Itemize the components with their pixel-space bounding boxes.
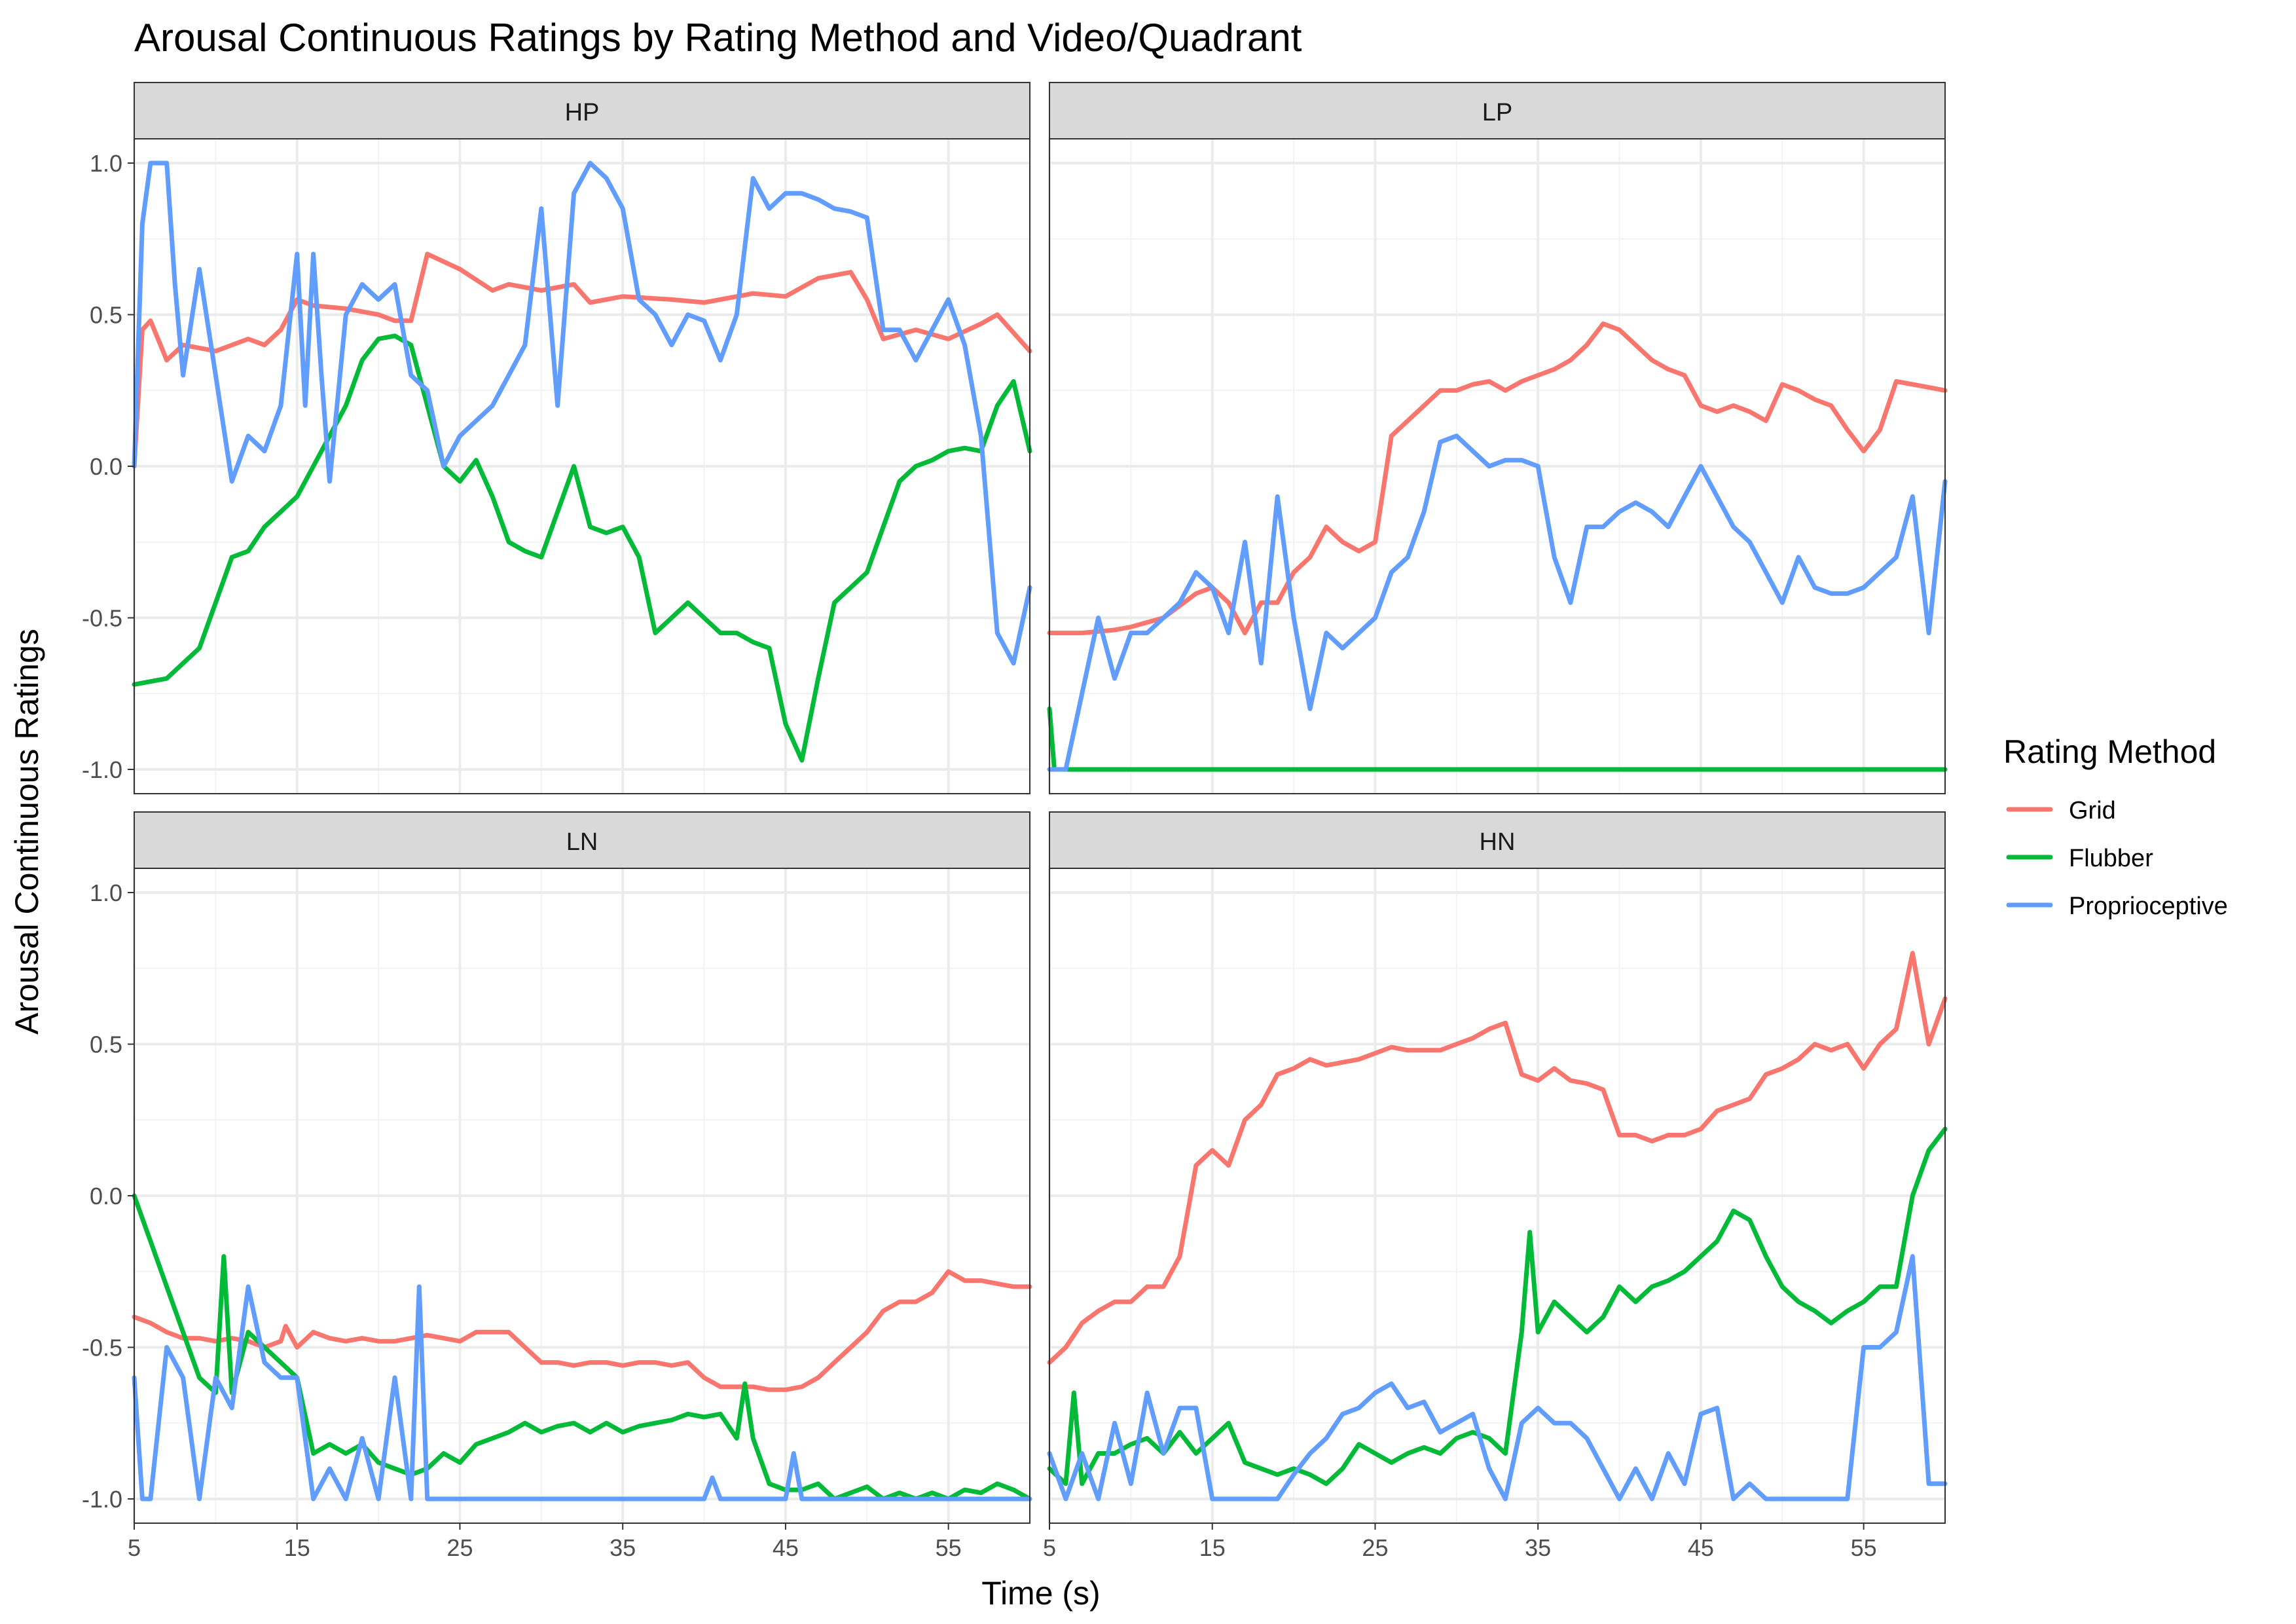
series-line-flubber	[132, 333, 1032, 763]
series-line-grid	[132, 251, 1032, 469]
x-tick-label: 15	[1199, 1534, 1226, 1561]
strip-background	[1049, 82, 1946, 139]
y-tick-label: 1.0	[90, 150, 122, 177]
series-line-proprioceptive	[132, 1284, 1032, 1502]
x-tick-label: 45	[1688, 1534, 1714, 1561]
series-line-grid	[132, 1269, 1032, 1392]
panel-border	[1049, 138, 1946, 794]
panel-hn: HN 5 15 25 35 45 55	[1043, 811, 1948, 1561]
panels-layer: HP -1.0 -0.5 0.0 0.5 1.0 LP LN -1.0 -0.5 0.0 0.5 1.0…	[82, 82, 1948, 1561]
strip-label: HN	[1480, 828, 1516, 856]
x-tick-label: 55	[1851, 1534, 1877, 1561]
series-line-proprioceptive	[1047, 1254, 1948, 1502]
legend-label-proprioceptive: Proprioceptive	[2069, 893, 2228, 920]
x-tick-label: 35	[1525, 1534, 1551, 1561]
chart-title: Arousal Continuous Ratings by Rating Met…	[134, 16, 1302, 60]
x-tick-label: 35	[610, 1534, 636, 1561]
x-tick-label: 15	[284, 1534, 310, 1561]
series-line-proprioceptive	[1047, 434, 1948, 772]
y-axis-label: Arousal Continuous Ratings	[9, 629, 45, 1035]
y-tick-label: 0.5	[90, 302, 122, 329]
strip-label: LP	[1482, 99, 1512, 126]
legend: Rating Method Grid Flubber Proprioceptive	[2003, 733, 2228, 920]
legend-label-grid: Grid	[2069, 797, 2116, 824]
series-line-flubber	[132, 1193, 1032, 1502]
series-line-grid	[1047, 951, 1948, 1365]
y-tick-label: -0.5	[82, 1334, 122, 1361]
x-tick-label: 5	[128, 1534, 141, 1561]
y-tick-label: -1.0	[82, 756, 122, 783]
y-tick-label: -0.5	[82, 604, 122, 631]
series-line-proprioceptive	[132, 160, 1032, 666]
y-tick-label: 0.5	[90, 1031, 122, 1058]
legend-title: Rating Method	[2003, 733, 2216, 770]
y-tick-label: 0.0	[90, 453, 122, 480]
x-tick-label: 55	[936, 1534, 962, 1561]
panel-ln: LN -1.0 -0.5 0.0 0.5 1.0 5 15 25 35 45 55	[82, 811, 1032, 1561]
strip-background	[1049, 811, 1946, 869]
series-line-flubber	[1047, 1126, 1948, 1486]
y-tick-label: 1.0	[90, 879, 122, 906]
panel-border	[1049, 868, 1946, 1524]
strip-background	[134, 811, 1030, 869]
x-axis-label: Time (s)	[981, 1575, 1100, 1612]
y-tick-label: -1.0	[82, 1486, 122, 1513]
panel-hp: HP -1.0 -0.5 0.0 0.5 1.0	[82, 82, 1032, 794]
x-tick-label: 5	[1043, 1534, 1056, 1561]
series-line-flubber	[1047, 706, 1948, 772]
strip-label: LN	[566, 828, 598, 856]
y-tick-label: 0.0	[90, 1183, 122, 1209]
x-tick-label: 25	[1362, 1534, 1388, 1561]
x-tick-label: 45	[773, 1534, 799, 1561]
strip-label: HP	[565, 99, 600, 126]
x-tick-label: 25	[446, 1534, 473, 1561]
legend-label-flubber: Flubber	[2069, 845, 2153, 872]
panel-lp: LP	[1047, 82, 1948, 794]
series-line-grid	[1047, 321, 1948, 636]
strip-background	[134, 82, 1030, 139]
